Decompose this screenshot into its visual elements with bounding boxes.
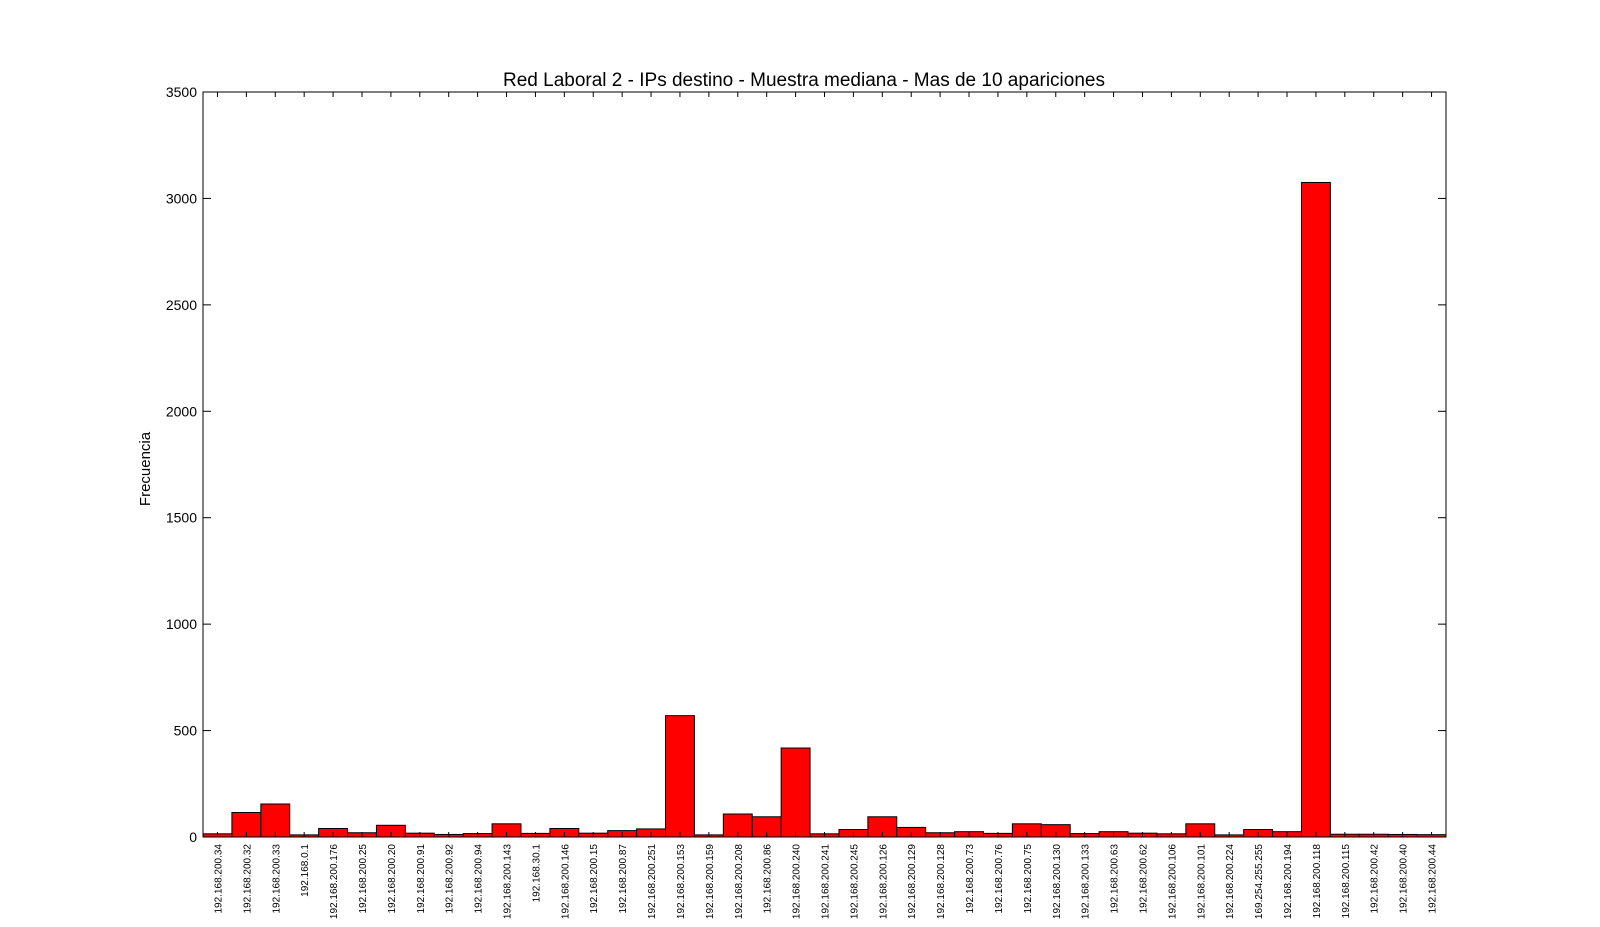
x-tick-label-192-168-30-1: 192.168.30.1 xyxy=(531,844,542,903)
x-tick-label-192-168-200-73: 192.168.200.73 xyxy=(965,844,976,914)
x-tick-label-192-168-200-133: 192.168.200.133 xyxy=(1081,844,1092,920)
x-tick-label-192-168-200-176: 192.168.200.176 xyxy=(329,844,340,920)
x-tick-label-192-168-200-15: 192.168.200.15 xyxy=(589,844,600,914)
y-tick-label-2500: 2500 xyxy=(166,297,197,313)
x-tick-label-192-168-200-153: 192.168.200.153 xyxy=(676,844,687,920)
x-tick-label-192-168-200-33: 192.168.200.33 xyxy=(271,844,282,914)
x-tick-label-192-168-200-118: 192.168.200.118 xyxy=(1312,844,1323,919)
x-tick-label-192-168-200-34: 192.168.200.34 xyxy=(213,844,224,914)
x-tick-label-192-168-200-87: 192.168.200.87 xyxy=(618,844,629,914)
x-tick-label-192-168-200-194: 192.168.200.194 xyxy=(1283,844,1294,920)
x-tick-label-192-168-200-92: 192.168.200.92 xyxy=(445,844,456,914)
x-tick-label-192-168-0-1: 192.168.0.1 xyxy=(300,844,311,897)
x-tick-label-169-254-255-255: 169.254.255.255 xyxy=(1254,844,1265,920)
y-axis-label: Frecuencia xyxy=(137,431,154,506)
x-tick-label-192-168-200-94: 192.168.200.94 xyxy=(474,844,485,914)
x-tick-label-192-168-200-91: 192.168.200.91 xyxy=(416,844,427,914)
y-tick-label-3500: 3500 xyxy=(166,84,197,100)
x-tick-label-192-168-200-224: 192.168.200.224 xyxy=(1225,844,1236,920)
x-tick-label-192-168-200-106: 192.168.200.106 xyxy=(1167,844,1178,920)
x-tick-label-192-168-200-101: 192.168.200.101 xyxy=(1196,844,1207,920)
x-tick-label-192-168-200-44: 192.168.200.44 xyxy=(1428,844,1439,914)
x-tick-label-192-168-200-241: 192.168.200.241 xyxy=(821,844,832,920)
x-tick-label-192-168-200-115: 192.168.200.115 xyxy=(1341,844,1352,919)
x-tick-label-192-168-200-32: 192.168.200.32 xyxy=(242,844,253,914)
x-tick-label-192-168-200-62: 192.168.200.62 xyxy=(1138,844,1149,914)
x-tick-label-192-168-200-20: 192.168.200.20 xyxy=(387,844,398,914)
x-tick-label-192-168-200-42: 192.168.200.42 xyxy=(1370,844,1381,914)
x-tick-label-192-168-200-159: 192.168.200.159 xyxy=(705,844,716,920)
bar-192-168-200-240 xyxy=(780,747,811,838)
chart-title: Red Laboral 2 - IPs destino - Muestra me… xyxy=(503,70,1105,91)
x-tick-label-192-168-200-86: 192.168.200.86 xyxy=(763,844,774,914)
x-tick-label-192-168-200-240: 192.168.200.240 xyxy=(792,844,803,920)
x-tick-label-192-168-200-128: 192.168.200.128 xyxy=(936,844,947,920)
y-tick-label-500: 500 xyxy=(174,723,198,739)
x-tick-label-192-168-200-75: 192.168.200.75 xyxy=(1023,844,1034,914)
bar-192-168-200-153 xyxy=(665,715,695,838)
y-tick-label-1000: 1000 xyxy=(166,616,197,632)
x-axis-labels: 192.168.200.34 192.168.200.32 192.168.200.… xyxy=(213,92,1439,920)
plot-frame xyxy=(202,91,1447,838)
x-tick-label-192-168-200-63: 192.168.200.63 xyxy=(1110,844,1121,914)
x-tick-label-192-168-200-25: 192.168.200.25 xyxy=(358,844,369,914)
y-tick-label-1500: 1500 xyxy=(166,510,197,526)
y-tick-label-0: 0 xyxy=(189,829,197,845)
x-tick-label-192-168-200-76: 192.168.200.76 xyxy=(994,844,1005,914)
x-tick-label-192-168-200-251: 192.168.200.251 xyxy=(647,844,658,920)
y-tick-label-3000: 3000 xyxy=(166,190,197,206)
y-axis-ticks: 0 500 1000 1500 2000 2500 3000 3500 xyxy=(166,84,1446,845)
x-tick-label-192-168-200-146: 192.168.200.146 xyxy=(560,844,571,920)
x-tick-label-192-168-200-129: 192.168.200.129 xyxy=(907,844,918,920)
x-tick-label-192-168-200-126: 192.168.200.126 xyxy=(878,844,889,920)
x-tick-label-192-168-200-208: 192.168.200.208 xyxy=(734,844,745,920)
bar-192-168-200-118 xyxy=(1300,181,1331,838)
x-tick-label-192-168-200-143: 192.168.200.143 xyxy=(503,844,514,920)
y-tick-label-2000: 2000 xyxy=(166,403,197,419)
x-tick-label-192-168-200-130: 192.168.200.130 xyxy=(1052,844,1063,920)
x-tick-label-192-168-200-245: 192.168.200.245 xyxy=(849,844,860,920)
bar-series xyxy=(202,181,1447,838)
x-tick-label-192-168-200-40: 192.168.200.40 xyxy=(1399,844,1410,914)
